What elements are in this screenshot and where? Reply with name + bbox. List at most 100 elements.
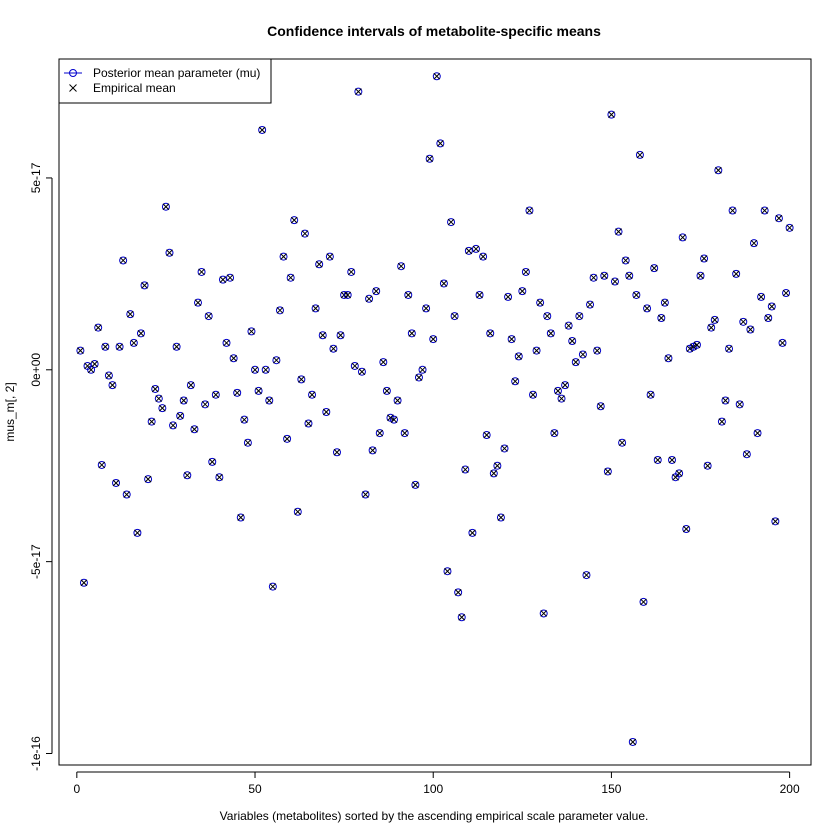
posterior-mean-point bbox=[568, 337, 577, 346]
empirical-mean-point bbox=[551, 429, 558, 437]
empirical-mean-point bbox=[472, 245, 480, 253]
empirical-mean-point bbox=[497, 514, 505, 521]
posterior-mean-point bbox=[646, 390, 655, 399]
posterior-mean-point bbox=[564, 321, 573, 330]
empirical-mean-point bbox=[159, 404, 166, 412]
posterior-mean-point bbox=[717, 417, 726, 426]
posterior-mean-point bbox=[450, 312, 459, 321]
empirical-mean-point bbox=[540, 610, 548, 617]
empirical-mean-point bbox=[244, 439, 252, 447]
posterior-mean-point bbox=[261, 365, 270, 374]
posterior-mean-point bbox=[397, 262, 406, 271]
posterior-mean-point bbox=[454, 588, 463, 597]
posterior-mean-point bbox=[247, 327, 256, 336]
empirical-mean-point bbox=[290, 216, 298, 224]
empirical-mean-point bbox=[757, 293, 765, 301]
y-tick-label: 5e-17 bbox=[29, 162, 43, 193]
posterior-mean-point bbox=[664, 354, 673, 363]
posterior-mean-point bbox=[749, 239, 758, 248]
empirical-mean-point bbox=[194, 299, 202, 307]
empirical-mean-point bbox=[415, 374, 423, 381]
y-tick-label: -5e-17 bbox=[29, 544, 43, 579]
posterior-mean-point bbox=[571, 358, 580, 367]
posterior-mean-point bbox=[653, 455, 662, 464]
posterior-mean-point bbox=[471, 244, 480, 253]
posterior-mean-point bbox=[176, 411, 185, 420]
empirical-mean-point bbox=[248, 328, 255, 335]
empirical-mean-point bbox=[276, 306, 284, 314]
posterior-mean-point bbox=[536, 298, 545, 307]
empirical-mean-point bbox=[618, 439, 626, 447]
empirical-mean-point bbox=[579, 351, 587, 358]
empirical-mean-point bbox=[590, 274, 597, 282]
empirical-mean-point bbox=[351, 362, 359, 370]
empirical-mean-point bbox=[775, 214, 783, 222]
empirical-mean-point bbox=[586, 301, 594, 308]
empirical-mean-point bbox=[422, 305, 430, 312]
empirical-mean-point bbox=[151, 385, 159, 393]
empirical-mean-point bbox=[511, 377, 519, 385]
posterior-mean-point bbox=[628, 737, 637, 746]
posterior-mean-point bbox=[489, 469, 498, 478]
empirical-mean-point bbox=[362, 491, 369, 498]
empirical-mean-point bbox=[768, 303, 776, 310]
posterior-mean-point bbox=[464, 246, 473, 255]
posterior-mean-point bbox=[625, 271, 634, 280]
posterior-mean-point bbox=[700, 254, 709, 263]
x-tick-label: 200 bbox=[780, 782, 800, 796]
posterior-mean-point bbox=[336, 331, 345, 340]
empirical-mean-point bbox=[372, 287, 380, 295]
posterior-mean-point bbox=[308, 390, 317, 399]
legend-label-posterior: Posterior mean parameter (mu) bbox=[93, 66, 260, 80]
empirical-mean-point bbox=[383, 387, 391, 395]
empirical-mean-point bbox=[508, 335, 515, 343]
posterior-mean-point bbox=[657, 313, 666, 322]
empirical-mean-point bbox=[233, 389, 241, 397]
empirical-mean-point bbox=[183, 471, 191, 479]
posterior-mean-point bbox=[218, 275, 227, 284]
posterior-mean-point bbox=[475, 290, 484, 299]
empirical-mean-point bbox=[568, 337, 576, 345]
posterior-mean-point bbox=[268, 582, 277, 591]
empirical-mean-point bbox=[379, 358, 387, 366]
posterior-mean-point bbox=[514, 352, 523, 361]
posterior-mean-point bbox=[785, 223, 794, 232]
empirical-mean-point bbox=[315, 260, 323, 268]
empirical-mean-point bbox=[565, 322, 573, 330]
empirical-mean-point bbox=[265, 397, 273, 404]
posterior-mean-point bbox=[290, 216, 299, 225]
empirical-mean-point bbox=[240, 416, 248, 424]
posterior-mean-point bbox=[144, 475, 153, 484]
empirical-mean-point bbox=[280, 253, 287, 260]
posterior-mean-point bbox=[90, 360, 99, 369]
posterior-mean-point bbox=[236, 513, 245, 522]
posterior-mean-point bbox=[539, 609, 548, 618]
empirical-mean-point bbox=[479, 253, 487, 260]
empirical-mean-point bbox=[134, 529, 141, 537]
posterior-mean-point bbox=[507, 335, 516, 344]
empirical-mean-point bbox=[529, 391, 537, 399]
empirical-mean-point bbox=[782, 289, 790, 297]
empirical-mean-point bbox=[230, 354, 237, 362]
posterior-mean-point bbox=[229, 354, 238, 363]
posterior-mean-point bbox=[739, 317, 748, 326]
empirical-mean-point bbox=[583, 571, 590, 579]
empirical-mean-point bbox=[237, 514, 245, 521]
posterior-mean-point bbox=[300, 229, 309, 238]
posterior-mean-point bbox=[703, 461, 712, 470]
posterior-mean-point bbox=[521, 267, 530, 276]
posterior-mean-point bbox=[436, 139, 445, 148]
empirical-mean-point bbox=[750, 239, 758, 247]
posterior-mean-point bbox=[668, 455, 677, 464]
posterior-mean-point bbox=[735, 400, 744, 409]
empirical-mean-point bbox=[180, 397, 188, 404]
posterior-mean-point bbox=[496, 513, 505, 522]
empirical-mean-point bbox=[515, 353, 523, 360]
empirical-mean-point bbox=[447, 218, 455, 226]
empirical-mean-point bbox=[333, 448, 341, 456]
posterior-mean-point bbox=[272, 356, 281, 365]
posterior-mean-point bbox=[432, 72, 441, 81]
empirical-mean-point bbox=[654, 456, 662, 464]
posterior-mean-point bbox=[315, 260, 324, 269]
